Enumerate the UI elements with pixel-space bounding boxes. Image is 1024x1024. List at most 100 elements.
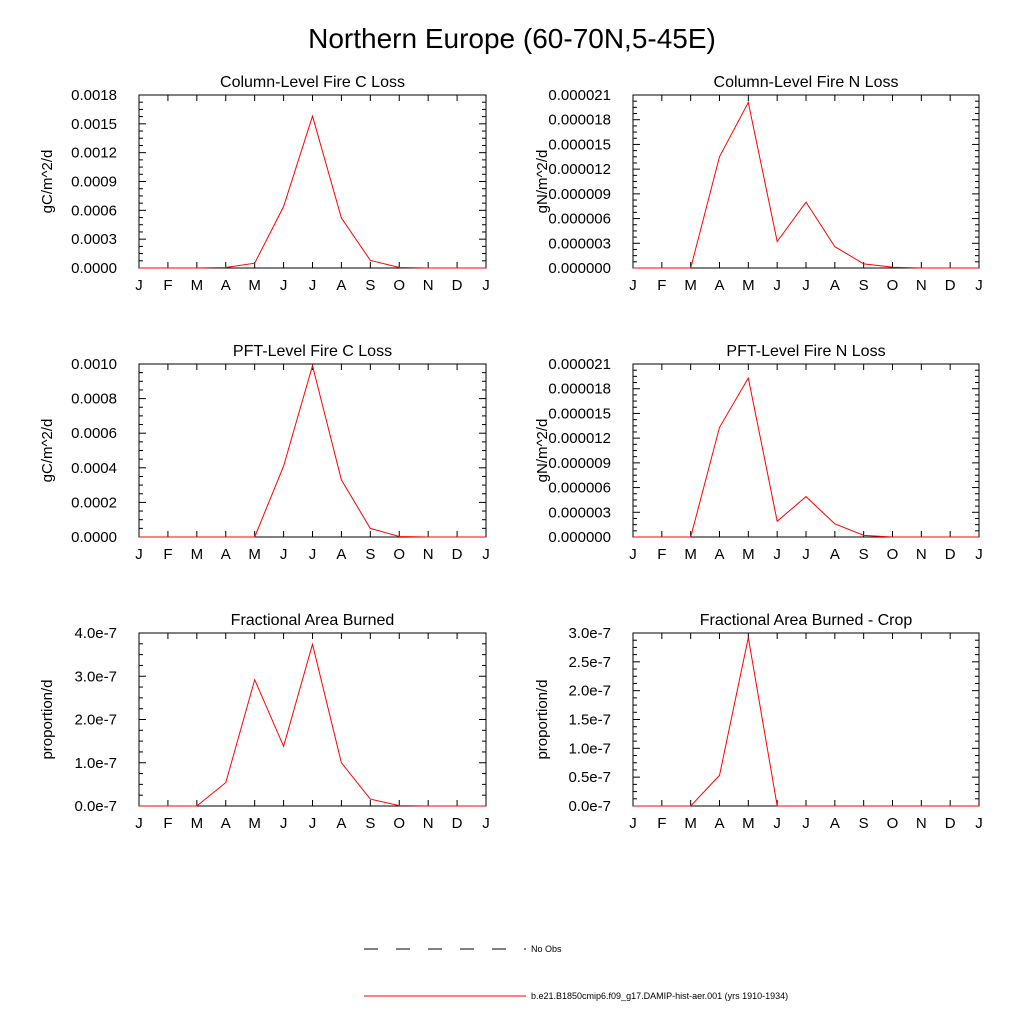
y-tick-label: 0.000006 xyxy=(548,480,611,497)
x-tick-label: A xyxy=(336,815,346,832)
y-tick-label: 0.0009 xyxy=(71,174,117,191)
x-tick-label: J xyxy=(280,277,288,294)
x-tick-label: J xyxy=(482,815,490,832)
x-tick-label: F xyxy=(657,277,666,294)
y-tick-label: 0.000012 xyxy=(548,161,611,178)
x-tick-label: N xyxy=(423,815,434,832)
y-tick-label: 4.0e-7 xyxy=(74,625,117,642)
y-tick-label: 0.0000 xyxy=(71,529,117,546)
y-tick-label: 0.000006 xyxy=(548,211,611,228)
x-tick-label: O xyxy=(887,277,899,294)
y-axis-label: gN/m^2/d xyxy=(534,419,551,483)
x-tick-label: D xyxy=(945,815,956,832)
x-tick-label: M xyxy=(742,815,755,832)
y-tick-label: 0.000000 xyxy=(548,260,611,277)
x-tick-label: J xyxy=(773,546,781,563)
x-tick-label: M xyxy=(191,815,204,832)
x-tick-label: O xyxy=(887,546,899,563)
x-tick-label: S xyxy=(859,546,869,563)
y-axis-label: proportion/d xyxy=(39,679,56,759)
x-tick-label: A xyxy=(714,815,724,832)
y-tick-label: 0.0010 xyxy=(71,356,117,373)
y-tick-label: 1.0e-7 xyxy=(74,755,117,772)
y-tick-label: 0.0003 xyxy=(71,231,117,248)
y-tick-label: 0.0006 xyxy=(71,425,117,442)
chart-title: Column-Level Fire N Loss xyxy=(714,74,899,91)
x-tick-label: N xyxy=(916,277,927,294)
y-tick-label: 0.000021 xyxy=(548,87,611,104)
y-tick-label: 0.000012 xyxy=(548,430,611,447)
y-tick-label: 0.000003 xyxy=(548,504,611,521)
x-tick-label: J xyxy=(280,546,288,563)
x-tick-label: S xyxy=(859,815,869,832)
y-tick-label: 0.0002 xyxy=(71,494,117,511)
y-tick-label: 0.000003 xyxy=(548,235,611,252)
x-tick-label: D xyxy=(945,277,956,294)
x-tick-label: N xyxy=(423,546,434,563)
x-tick-label: D xyxy=(452,815,463,832)
y-tick-label: 0.000018 xyxy=(548,112,611,129)
plot-frame xyxy=(632,94,980,269)
x-tick-label: J xyxy=(773,277,781,294)
y-tick-label: 0.0018 xyxy=(71,87,117,104)
x-tick-label: J xyxy=(280,815,288,832)
x-tick-label: J xyxy=(482,277,490,294)
x-tick-label: J xyxy=(802,277,810,294)
x-tick-label: A xyxy=(830,277,840,294)
x-tick-label: M xyxy=(742,277,755,294)
x-tick-label: J xyxy=(629,815,637,832)
series-line xyxy=(139,642,486,807)
series-line xyxy=(139,114,486,269)
x-tick-label: M xyxy=(684,277,697,294)
x-tick-label: A xyxy=(830,815,840,832)
y-tick-label: 0.000000 xyxy=(548,529,611,546)
y-axis-label: gC/m^2/d xyxy=(39,419,56,483)
x-tick-label: M xyxy=(684,815,697,832)
chart-title: PFT-Level Fire C Loss xyxy=(233,343,392,360)
x-tick-label: A xyxy=(714,546,724,563)
x-tick-label: J xyxy=(975,277,983,294)
x-tick-label: J xyxy=(629,546,637,563)
x-tick-label: J xyxy=(975,815,983,832)
y-tick-label: 3.0e-7 xyxy=(74,668,117,685)
y-tick-label: 2.0e-7 xyxy=(74,712,117,729)
y-tick-label: 0.0e-7 xyxy=(74,798,117,815)
x-tick-label: S xyxy=(365,546,375,563)
y-tick-label: 3.0e-7 xyxy=(568,625,611,642)
y-tick-label: 0.0e-7 xyxy=(568,798,611,815)
y-axis-label: proportion/d xyxy=(534,679,551,759)
plot-frame xyxy=(138,363,487,538)
x-tick-label: O xyxy=(393,546,405,563)
x-tick-label: M xyxy=(248,546,261,563)
x-tick-label: O xyxy=(393,277,405,294)
x-tick-label: J xyxy=(135,815,143,832)
x-tick-label: F xyxy=(657,546,666,563)
y-tick-label: 1.0e-7 xyxy=(568,740,611,757)
x-tick-label: A xyxy=(336,546,346,563)
x-tick-label: A xyxy=(221,815,231,832)
x-tick-label: F xyxy=(657,815,666,832)
x-tick-label: S xyxy=(859,277,869,294)
x-tick-label: J xyxy=(773,815,781,832)
x-tick-label: S xyxy=(365,277,375,294)
x-tick-label: N xyxy=(916,546,927,563)
x-tick-label: M xyxy=(742,546,755,563)
chart-title: Fractional Area Burned - Crop xyxy=(700,612,913,629)
y-tick-label: 0.000018 xyxy=(548,381,611,398)
x-tick-label: A xyxy=(336,277,346,294)
x-tick-label: D xyxy=(452,546,463,563)
x-tick-label: O xyxy=(393,815,405,832)
x-tick-label: A xyxy=(830,546,840,563)
x-tick-label: M xyxy=(191,277,204,294)
x-tick-label: M xyxy=(191,546,204,563)
y-tick-label: 0.0008 xyxy=(71,391,117,408)
y-tick-label: 0.000009 xyxy=(548,186,611,203)
plot-frame xyxy=(138,94,487,269)
page-title: Northern Europe (60-70N,5-45E) xyxy=(308,23,716,54)
x-tick-label: N xyxy=(423,277,434,294)
legend-label-no-obs: No Obs xyxy=(531,944,562,954)
